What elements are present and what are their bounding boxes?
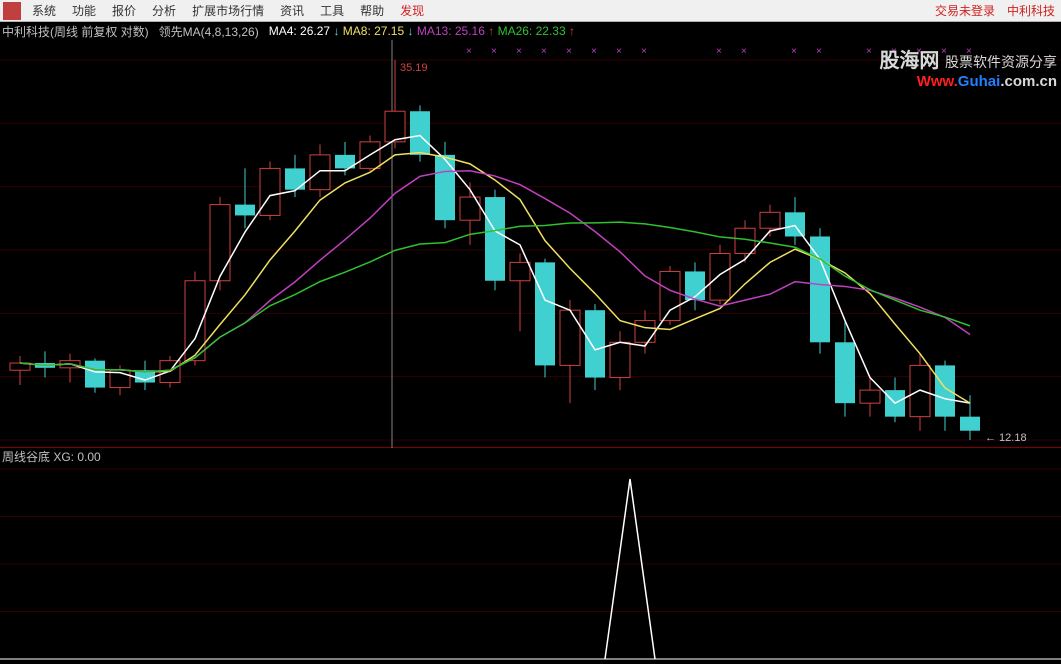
chart-area: 股海网 股票软件资源分享 Www.Guhai.com.cn 35.19 ← 12… — [0, 40, 1061, 664]
stock-name-right[interactable]: 中利科技 — [1001, 2, 1061, 19]
chart-info-bar: 中利科技(周线 前复权 对数) 领先MA(4,8,13,26) MA4: 26.… — [0, 22, 1061, 40]
ma-readout: MA4: 26.27 ↓ — [269, 24, 340, 38]
ma-readout: MA13: 25.16 ↑ — [417, 24, 494, 38]
menu-item[interactable]: 工具 — [312, 4, 352, 18]
indicator-name: 领先MA(4,8,13,26) — [159, 23, 259, 40]
menu-item[interactable]: 帮助 — [352, 4, 392, 18]
candlestick-chart[interactable]: 35.19 ← 12.18 ××××××××××××××××× — [0, 40, 1061, 448]
menu-item[interactable]: 扩展市场行情 — [184, 4, 272, 18]
sub-chart-svg — [0, 464, 1061, 664]
stock-title: 中利科技(周线 前复权 对数) — [2, 23, 149, 40]
menu-item[interactable]: 报价 — [104, 4, 144, 18]
menu-discover[interactable]: 发现 — [392, 2, 432, 19]
ma-readout: MA8: 27.15 ↓ — [343, 24, 414, 38]
sub-indicator-label: 周线谷底 XG: 0.00 — [0, 448, 1061, 464]
login-status[interactable]: 交易未登录 — [929, 2, 1001, 19]
sub-indicator-chart[interactable] — [0, 464, 1061, 664]
menu-item[interactable]: 功能 — [64, 4, 104, 18]
ma-readout: MA26: 22.33 ↑ — [498, 24, 575, 38]
menu-item[interactable]: 资讯 — [272, 4, 312, 18]
menu-item[interactable]: 分析 — [144, 4, 184, 18]
main-chart-svg — [0, 40, 1061, 448]
menu-item[interactable]: 系统 — [24, 4, 64, 18]
app-logo — [3, 2, 21, 20]
menubar: 系统功能报价分析扩展市场行情资讯工具帮助 发现 交易未登录 中利科技 — [0, 0, 1061, 22]
